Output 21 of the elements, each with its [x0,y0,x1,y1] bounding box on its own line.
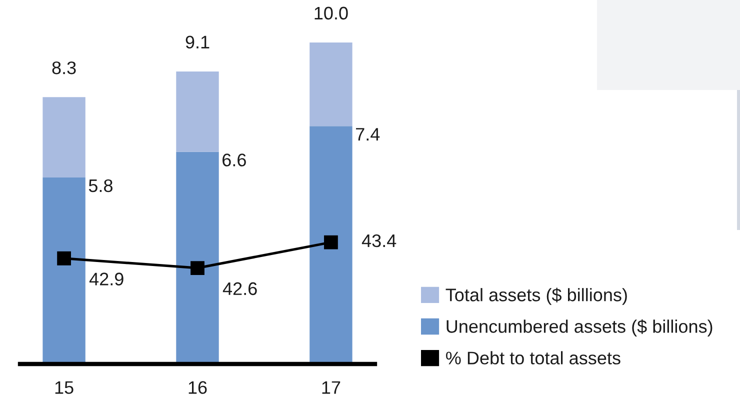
bar [42,178,86,364]
total-label: 9.1 [186,36,210,49]
bar [176,71,219,152]
bar [310,42,352,126]
legend-label: Unencumbered assets ($ billions) [446,319,712,336]
total-label: 10.0 [314,6,348,20]
data-label: 43.4 [362,234,396,248]
x-tick-label: 17 [322,381,340,394]
bar [176,152,219,364]
total-label: 8.3 [52,61,76,74]
bar [42,97,86,178]
data-label: 7.4 [356,128,380,140]
data-label: 42.9 [89,272,124,286]
data-label: 6.6 [222,154,246,166]
legend-label: % Debt to total assets [446,351,620,364]
data-label: 5.8 [88,179,112,192]
x-tick-label: 15 [55,381,74,394]
bar [310,126,352,364]
data-label: 42.6 [222,282,257,296]
legend-label: Total assets ($ billions) [446,288,627,305]
x-tick-label: 16 [188,381,207,394]
